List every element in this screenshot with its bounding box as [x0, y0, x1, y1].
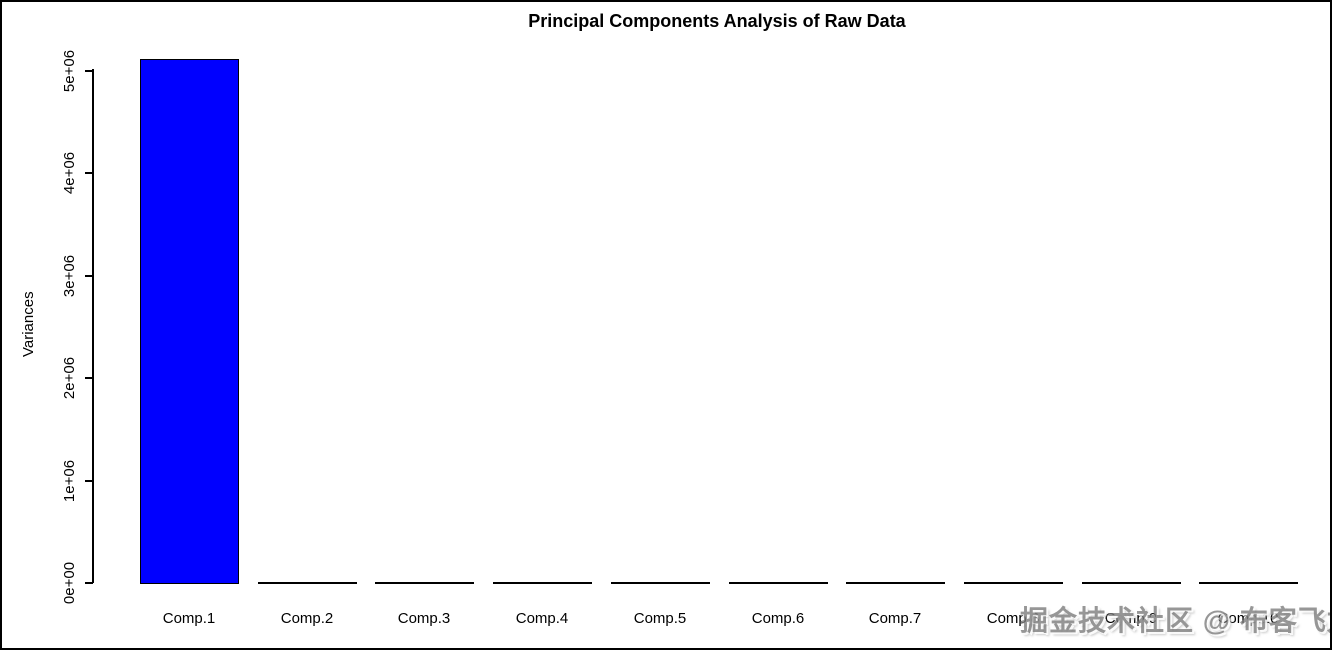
y-tick-label-1: 1e+06 — [61, 459, 78, 503]
x-tick-label-comp-4: Comp.4 — [515, 610, 569, 627]
watermark: 掘金技术社区 @ 布客飞龙 — [1020, 605, 1332, 636]
bar-comp-3 — [375, 582, 474, 584]
x-tick-label-comp-1: Comp.1 — [162, 610, 216, 627]
bar-comp-1 — [140, 59, 239, 584]
x-tick-label-comp-2: Comp.2 — [280, 610, 334, 627]
bar-comp-7 — [846, 582, 945, 584]
x-tick-label-comp-8: Comp.8 — [986, 610, 1040, 627]
bar-comp-9 — [1082, 582, 1181, 584]
bar-comp-4 — [493, 582, 592, 584]
x-tick-label-comp-6: Comp.6 — [751, 610, 805, 627]
chart-title: Principal Components Analysis of Raw Dat… — [528, 11, 906, 31]
x-tick-label-comp-7: Comp.7 — [868, 610, 922, 627]
y-tick-label-5: 5e+06 — [61, 49, 78, 93]
y-tick-label-0: 0e+00 — [61, 561, 78, 605]
x-tick-label-comp-3: Comp.3 — [397, 610, 451, 627]
y-tick-mark-0 — [85, 582, 93, 584]
bar-comp-6 — [729, 582, 828, 584]
bar-comp-5 — [611, 582, 710, 584]
y-tick-label-4: 4e+06 — [61, 151, 78, 195]
bar-comp-2 — [258, 582, 357, 584]
y-tick-label-2: 2e+06 — [61, 356, 78, 400]
y-tick-mark-3 — [85, 275, 93, 277]
x-tick-label-comp-5: Comp.5 — [633, 610, 687, 627]
y-tick-mark-5 — [85, 70, 93, 72]
y-tick-mark-2 — [85, 377, 93, 379]
y-axis-line — [92, 69, 94, 583]
bar-comp-8 — [964, 582, 1063, 584]
bar-comp-10 — [1199, 582, 1298, 584]
y-axis-label: Variances — [20, 291, 37, 357]
x-tick-label-comp-10: Comp.10 — [1217, 610, 1279, 627]
y-tick-label-3: 3e+06 — [61, 254, 78, 298]
x-tick-label-comp-9: Comp.9 — [1104, 610, 1158, 627]
y-tick-mark-1 — [85, 480, 93, 482]
y-tick-mark-4 — [85, 172, 93, 174]
